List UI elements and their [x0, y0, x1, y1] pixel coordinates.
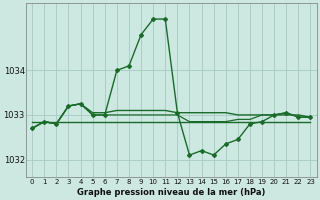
X-axis label: Graphe pression niveau de la mer (hPa): Graphe pression niveau de la mer (hPa)	[77, 188, 266, 197]
